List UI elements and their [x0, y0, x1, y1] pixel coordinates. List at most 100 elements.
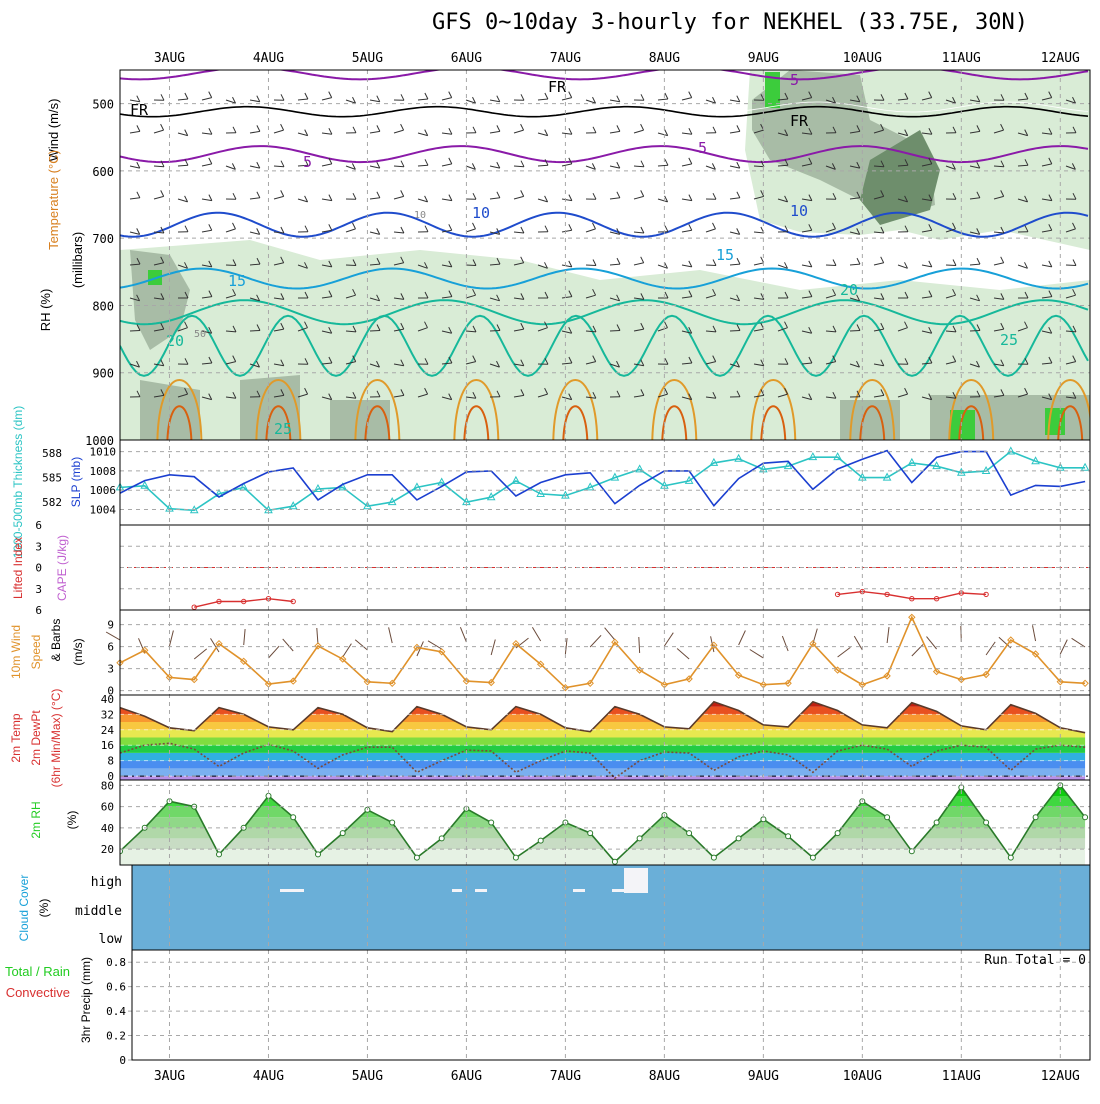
wind-barb	[658, 99, 668, 100]
contour-label: 20	[840, 281, 858, 299]
wind10-barb	[460, 627, 466, 642]
wind-barb	[274, 166, 284, 167]
time-label-bottom: 9AUG	[748, 1069, 779, 1084]
temp-band-3	[120, 753, 1090, 761]
wind-barb	[682, 98, 692, 100]
wind-barb	[322, 164, 332, 166]
wind-barb-flag	[449, 92, 452, 98]
wind-barb	[490, 100, 500, 102]
wind-barb	[322, 133, 332, 134]
wind-barb	[730, 166, 740, 168]
wind10-barb	[927, 637, 937, 649]
wind-barb	[610, 331, 620, 332]
wind-barb	[154, 166, 164, 167]
contour-label: 5	[303, 153, 312, 171]
wind-barb	[418, 99, 428, 100]
wind-barb	[514, 196, 524, 199]
rh2m-point	[316, 852, 321, 857]
contour-label: 5	[790, 71, 799, 89]
rh2m-point	[390, 820, 395, 825]
wind10-barb	[605, 628, 615, 640]
slp-line	[120, 451, 1085, 506]
wind-barb	[202, 133, 212, 134]
pressure-tick: 500	[92, 98, 114, 112]
wind10-barb	[491, 640, 495, 656]
wind10-barb	[986, 642, 995, 655]
time-label-top: 8AUG	[649, 51, 680, 66]
ylabel-precip-b: Convective	[6, 985, 70, 1000]
thickness-tick: 582	[42, 496, 62, 509]
wind-barb-flag	[185, 93, 188, 99]
wind-barb	[514, 232, 524, 233]
wind10-barb	[244, 629, 245, 645]
time-label-top: 5AUG	[352, 51, 383, 66]
rh2m-point	[1008, 855, 1013, 860]
ylabel-precip-a: Total / Rain	[5, 964, 70, 979]
wind-barb-flag	[521, 190, 524, 196]
wind-barb-flag	[977, 258, 980, 264]
temp-band-1	[120, 768, 1090, 776]
ylabel-upper-rh: RH (%)	[38, 289, 53, 332]
slp-thickness-panel	[117, 447, 1089, 512]
wind-barb-flag	[257, 125, 260, 131]
wind-barb	[154, 196, 164, 199]
wind-barb-flag	[425, 159, 428, 165]
ylabel-temp-a: 2m Temp	[9, 713, 23, 762]
wind-barb-flag	[185, 226, 188, 232]
slp-tick: 1008	[90, 465, 117, 478]
wind-barb	[226, 229, 236, 232]
wind-tick: 9	[107, 619, 114, 632]
wind-barb-flag	[233, 127, 236, 133]
temp-band-5	[120, 738, 1090, 746]
time-label-bottom: 4AUG	[253, 1069, 284, 1084]
run-total-label: Run Total = 0	[984, 953, 1086, 968]
wind-barb	[826, 265, 836, 266]
wind-barb-flag	[689, 92, 692, 98]
wind-barb-flag	[833, 260, 836, 266]
wind-barb-flag	[377, 125, 380, 131]
wind-barb-flag	[329, 128, 332, 134]
time-label-top: 10AUG	[843, 51, 882, 66]
wind-barb	[850, 331, 860, 332]
wind-barb	[130, 166, 140, 168]
cloud-cover-panel	[132, 865, 1090, 950]
wind-barb-flag	[401, 161, 404, 167]
rh-band-5	[120, 796, 1090, 807]
wind-barb	[1018, 165, 1028, 166]
wind-barb-flag	[329, 224, 332, 230]
wind-barb-flag	[737, 258, 740, 264]
contour-label: 25	[1000, 331, 1018, 349]
wind-barb	[730, 131, 740, 133]
lifted-tick: 3	[35, 540, 42, 553]
wind-barb	[922, 265, 932, 267]
slp-tick: 1010	[90, 446, 117, 459]
thickness-line	[120, 451, 1085, 510]
ylabel-slp: SLP (mb)	[69, 457, 83, 507]
wind-barb-flag	[1073, 260, 1076, 266]
time-label-top: 4AUG	[253, 51, 284, 66]
wind10-barb	[590, 635, 601, 647]
wind-barb	[562, 265, 572, 267]
wind-barb-flag	[161, 94, 164, 100]
wind-tick: 3	[107, 663, 114, 676]
wind-barb	[730, 331, 740, 332]
wind-barb	[274, 196, 284, 199]
wind-barb	[562, 98, 572, 100]
time-label-top: 7AUG	[550, 51, 581, 66]
wind-barb	[946, 265, 956, 266]
wind-barb	[610, 264, 620, 265]
wind-barb	[850, 264, 860, 265]
wind-barb	[1066, 265, 1076, 266]
wind-barb-flag	[209, 92, 212, 98]
wind-barb	[394, 196, 404, 199]
time-label-bottom: 6AUG	[451, 1069, 482, 1084]
wind-barb-flag	[401, 124, 404, 130]
wind-barb	[538, 165, 548, 166]
temp-tick: 32	[101, 708, 114, 721]
rh2m-point	[291, 815, 296, 820]
rh2m-point	[934, 820, 939, 825]
temp-band-6	[120, 730, 1090, 738]
wind-barb	[202, 98, 212, 100]
frame-precip	[132, 950, 1090, 1060]
rh2m-point	[736, 836, 741, 841]
